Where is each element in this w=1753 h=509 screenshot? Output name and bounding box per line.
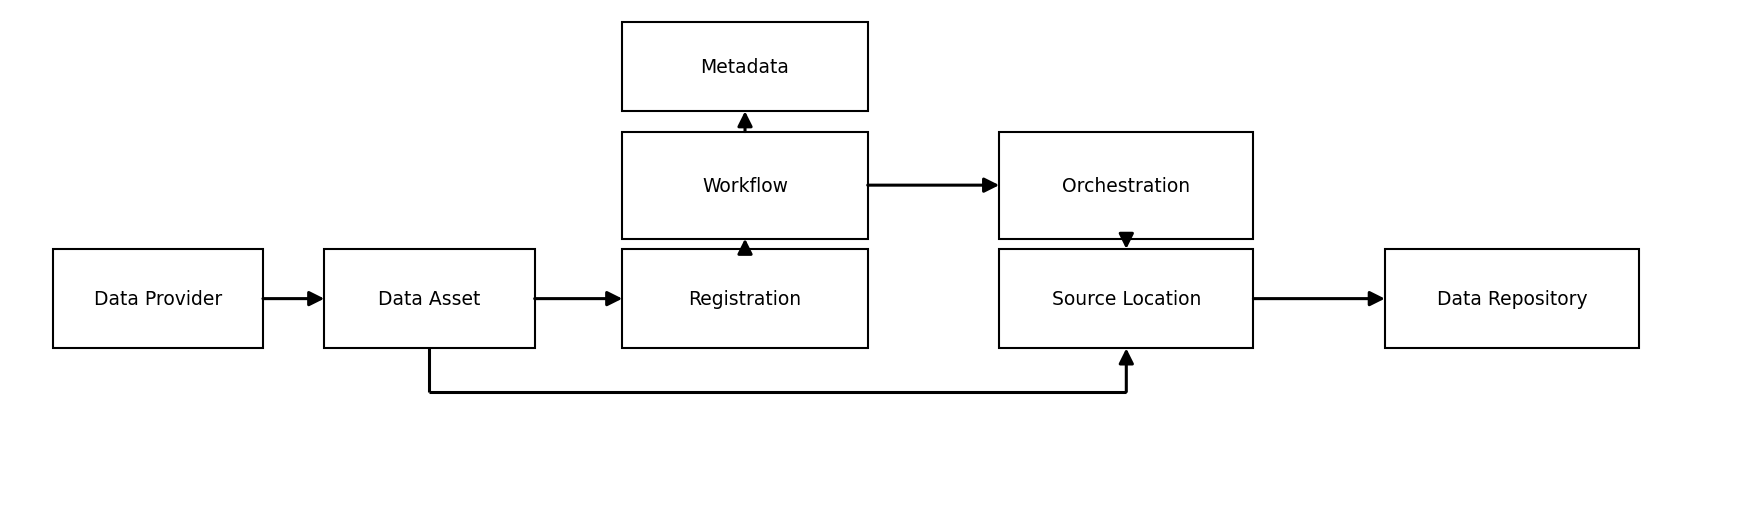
- Bar: [999, 249, 1253, 349]
- Text: Registration: Registration: [689, 290, 801, 308]
- Text: Orchestration: Orchestration: [1062, 176, 1190, 195]
- Text: Metadata: Metadata: [701, 58, 789, 77]
- Text: Data Repository: Data Repository: [1437, 290, 1586, 308]
- Bar: [999, 132, 1253, 239]
- Bar: [622, 23, 868, 112]
- Bar: [622, 132, 868, 239]
- Bar: [1385, 249, 1639, 349]
- Bar: [53, 249, 263, 349]
- Bar: [622, 249, 868, 349]
- Text: Data Asset: Data Asset: [379, 290, 480, 308]
- Bar: [324, 249, 535, 349]
- Text: Data Provider: Data Provider: [93, 290, 223, 308]
- Text: Workflow: Workflow: [701, 176, 789, 195]
- Text: Source Location: Source Location: [1052, 290, 1201, 308]
